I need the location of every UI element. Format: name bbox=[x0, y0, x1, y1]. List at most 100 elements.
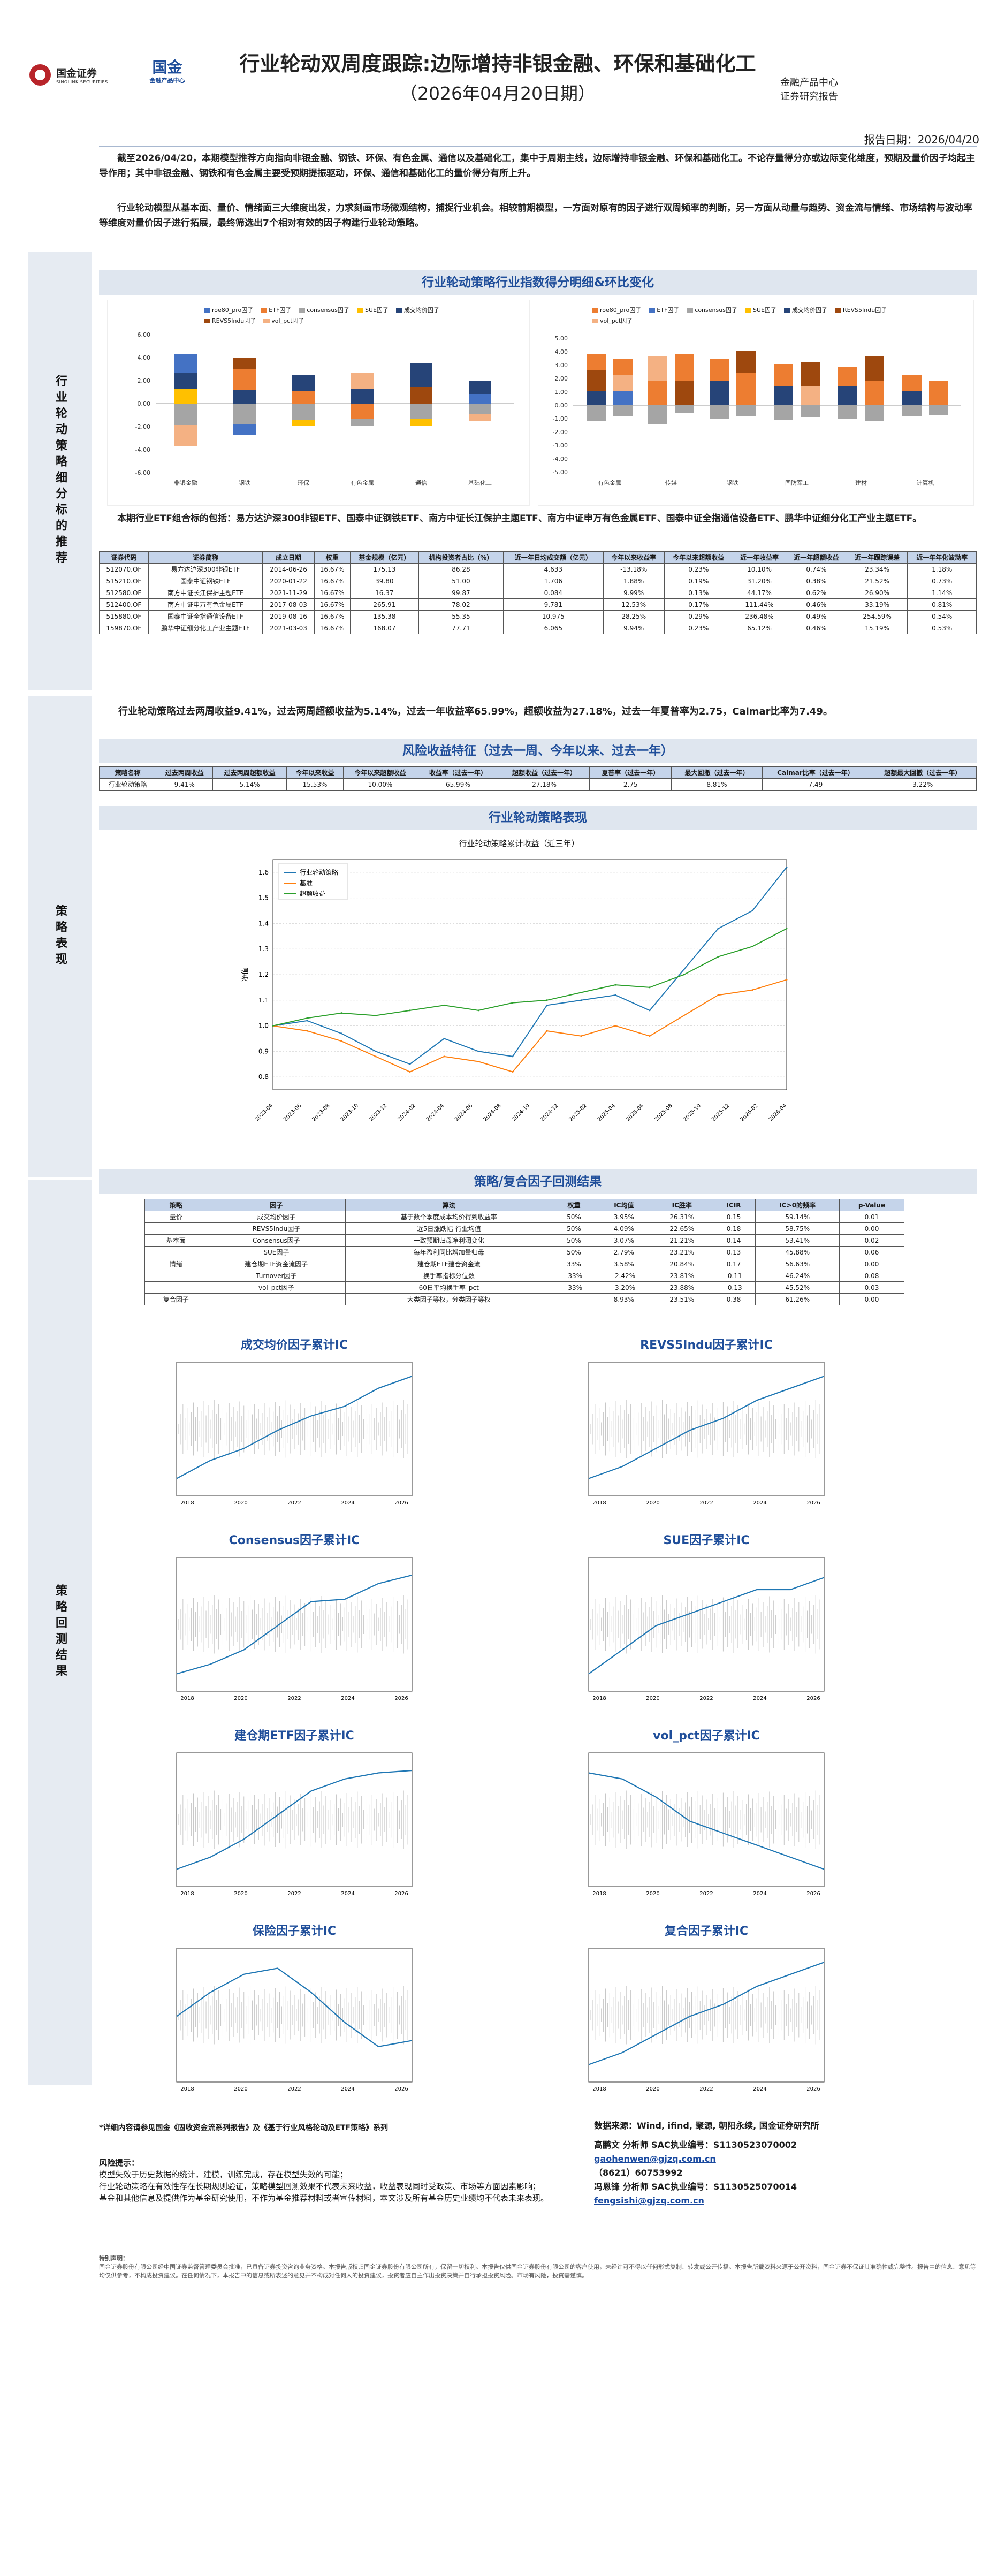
analyst-2-email[interactable]: fengsishi@gjzq.com.cn bbox=[594, 2195, 704, 2206]
table-header: IC均值 bbox=[595, 1199, 652, 1211]
table-cell: 23.81% bbox=[651, 1270, 712, 1282]
ytick: 5.00 bbox=[555, 335, 568, 342]
ytick: -3.00 bbox=[553, 442, 568, 449]
table-cell: 0.53% bbox=[907, 622, 977, 634]
table-cell: 复合因子 bbox=[144, 1293, 208, 1305]
bar-group-r4 bbox=[675, 354, 694, 413]
table-row: 基本面 Consensus因子 一致预期归母净利润变化 50% 3.07% 21.21% 0… bbox=[144, 1234, 904, 1247]
etf-intro: 本期行业ETF组合标的包括：易方达沪深300非银ETF、国泰中证钢铁ETF、南方… bbox=[117, 513, 922, 524]
table-cell: -33% bbox=[552, 1281, 596, 1294]
ic-xtick: 2022 bbox=[699, 2086, 713, 2092]
ytick: -6.00 bbox=[135, 469, 150, 476]
ic-chart-svg: 2018 2020 2022 2024 2026 bbox=[176, 1557, 413, 1701]
table-cell: 15.19% bbox=[846, 622, 908, 634]
table-cell bbox=[144, 1281, 208, 1294]
xtick-label: 2025-04 bbox=[597, 1103, 616, 1122]
ic-frame bbox=[176, 1752, 413, 1887]
table-row: 复合因子 大类因子等权，分类因子等权 8.93% 23.51% 0.38 61.26% 0.… bbox=[144, 1293, 904, 1305]
table-cell: 16.67% bbox=[314, 563, 351, 575]
table-cell: 33% bbox=[552, 1258, 596, 1270]
bar-group-钢铁 bbox=[233, 358, 256, 435]
ytick: 2.00 bbox=[138, 377, 151, 384]
table-cell: 0.14 bbox=[711, 1234, 756, 1247]
ic-xtick: 2018 bbox=[592, 1696, 606, 1701]
table-cell: 78.02 bbox=[418, 598, 504, 611]
ic-xtick: 2018 bbox=[180, 1696, 194, 1701]
score-chart-right-svg: 5.00 4.00 3.00 2.00 1.00 0.00 -1.00 -2.0… bbox=[553, 335, 961, 487]
series-line-0 bbox=[272, 867, 787, 1065]
ic-xtick: 2026 bbox=[394, 1696, 408, 1701]
ic-xtick: 2018 bbox=[180, 1891, 194, 1897]
legend-item: REVS5Indu因子 bbox=[204, 316, 256, 325]
legend-item: roe80_pro因子 bbox=[592, 306, 641, 314]
table-cell: 21.52% bbox=[846, 575, 908, 587]
table-cell: 0.03 bbox=[839, 1281, 904, 1294]
bar-group-通信 bbox=[410, 363, 432, 426]
ic-chart-svg: 2018 2020 2022 2024 2026 bbox=[588, 1752, 825, 1897]
sidebar-section1: 行业轮动策略细分标的推荐 bbox=[28, 252, 92, 690]
xtick-label: 2024-02 bbox=[397, 1103, 416, 1122]
table-cell: 2019-08-16 bbox=[262, 610, 315, 622]
table-cell: 23.34% bbox=[846, 563, 908, 575]
table-cell: 0.13 bbox=[711, 1246, 756, 1258]
ic-xtick: 2024 bbox=[753, 2086, 766, 2092]
ytick: 4.00 bbox=[555, 348, 568, 355]
table-cell: REVS5Indu因子 bbox=[207, 1222, 346, 1235]
brand-en: SINOLINK SECURITIES bbox=[56, 80, 108, 85]
score-chart-right: roe80_pro因子 ETF因子 consensus因子 SUE因子 成交均价… bbox=[538, 300, 974, 506]
table-cell: 9.41% bbox=[156, 778, 214, 791]
xtick-label: 2025-12 bbox=[711, 1103, 730, 1122]
table-row: SUE因子 每年盈利同比增加量归母 50% 2.79% 23.21% 0.13 45.88%… bbox=[144, 1246, 904, 1258]
table-cell: 0.00 bbox=[839, 1222, 904, 1235]
ic-chart-title: REVS5Indu因子累计IC bbox=[640, 1339, 773, 1352]
xtick-label: 2026-04 bbox=[768, 1103, 788, 1122]
table-cell: 南方中证长江保护主题ETF bbox=[148, 587, 263, 599]
ytick-label: 1.1 bbox=[258, 997, 269, 1004]
analyst-1-email[interactable]: gaohenwen@gjzq.com.cn bbox=[594, 2154, 716, 2164]
table-cell: 0.06 bbox=[839, 1246, 904, 1258]
table-cell: -2.42% bbox=[595, 1270, 652, 1282]
ic-chart-title: 保险因子累计IC bbox=[252, 1925, 337, 1938]
ic-xtick: 2024 bbox=[341, 1500, 354, 1506]
bar-group-有色金属 bbox=[351, 373, 374, 426]
table-cell: 0.19% bbox=[664, 575, 733, 587]
ic-xtick: 2026 bbox=[394, 1891, 408, 1897]
sidebar-section3-label: 策略回测结果 bbox=[54, 1584, 67, 1681]
table-cell: 77.71 bbox=[418, 622, 504, 634]
table-cell: 换手率指标分位数 bbox=[345, 1270, 553, 1282]
section1-band: 行业轮动策略行业指数得分明细&环比变化 bbox=[99, 270, 977, 295]
legend-label: 超额收益 bbox=[300, 890, 325, 898]
table-cell: 512400.OF bbox=[99, 598, 149, 611]
ic-chart: REVS5Indu因子累计IC 2018 2020 2022 2024 2026 bbox=[567, 1335, 846, 1517]
dept-line1: 金融产品中心 bbox=[780, 77, 838, 88]
bar-group-r11 bbox=[902, 375, 922, 416]
series-note: *详细内容请参见国金《固收资金流系列报告》及《基于行业风格轮动及ETF策略》系列 bbox=[99, 2124, 388, 2132]
ic-xtick: 2026 bbox=[806, 1696, 820, 1701]
table-cell: 512580.OF bbox=[99, 587, 149, 599]
perf-band: 行业轮动策略表现 bbox=[99, 806, 977, 830]
table-cell: -13.18% bbox=[603, 563, 665, 575]
ytick: 0.00 bbox=[138, 400, 151, 407]
table-header: 近一年年化波动率 bbox=[907, 551, 977, 564]
backtest-band: 策略/复合因子回测结果 bbox=[99, 1169, 977, 1194]
table-cell: 基本面 bbox=[144, 1234, 208, 1247]
table-cell: 9.99% bbox=[603, 587, 665, 599]
ic-xtick: 2024 bbox=[753, 1696, 766, 1701]
table-cell bbox=[144, 1270, 208, 1282]
ic-xtick: 2020 bbox=[234, 1891, 247, 1897]
table-cell: 56.63% bbox=[755, 1258, 840, 1270]
table-cell: 168.07 bbox=[349, 622, 420, 634]
table-cell: 16.37 bbox=[349, 587, 420, 599]
table-header: Calmar比率（过去一年） bbox=[762, 766, 870, 779]
table-cell: 3.22% bbox=[869, 778, 977, 791]
table-cell: 近5日涨跌幅-行业均值 bbox=[345, 1222, 553, 1235]
table-cell: 南方中证申万有色金属ETF bbox=[148, 598, 263, 611]
ic-cumulative-line bbox=[176, 1967, 413, 2047]
table-cell: 0.46% bbox=[786, 598, 847, 611]
table-header: 超额最大回撤（过去一年） bbox=[869, 766, 977, 779]
perf-chart: 行业轮动策略累计收益（近三年） 1.6 1.5 1.4 1.3 1.2 1.1 1.0 0.9… bbox=[235, 838, 803, 1175]
table-cell: 111.44% bbox=[732, 598, 787, 611]
table-header: 算法 bbox=[345, 1199, 553, 1211]
xtick: 有色金属 bbox=[598, 479, 621, 487]
table-cell: 31.20% bbox=[732, 575, 787, 587]
